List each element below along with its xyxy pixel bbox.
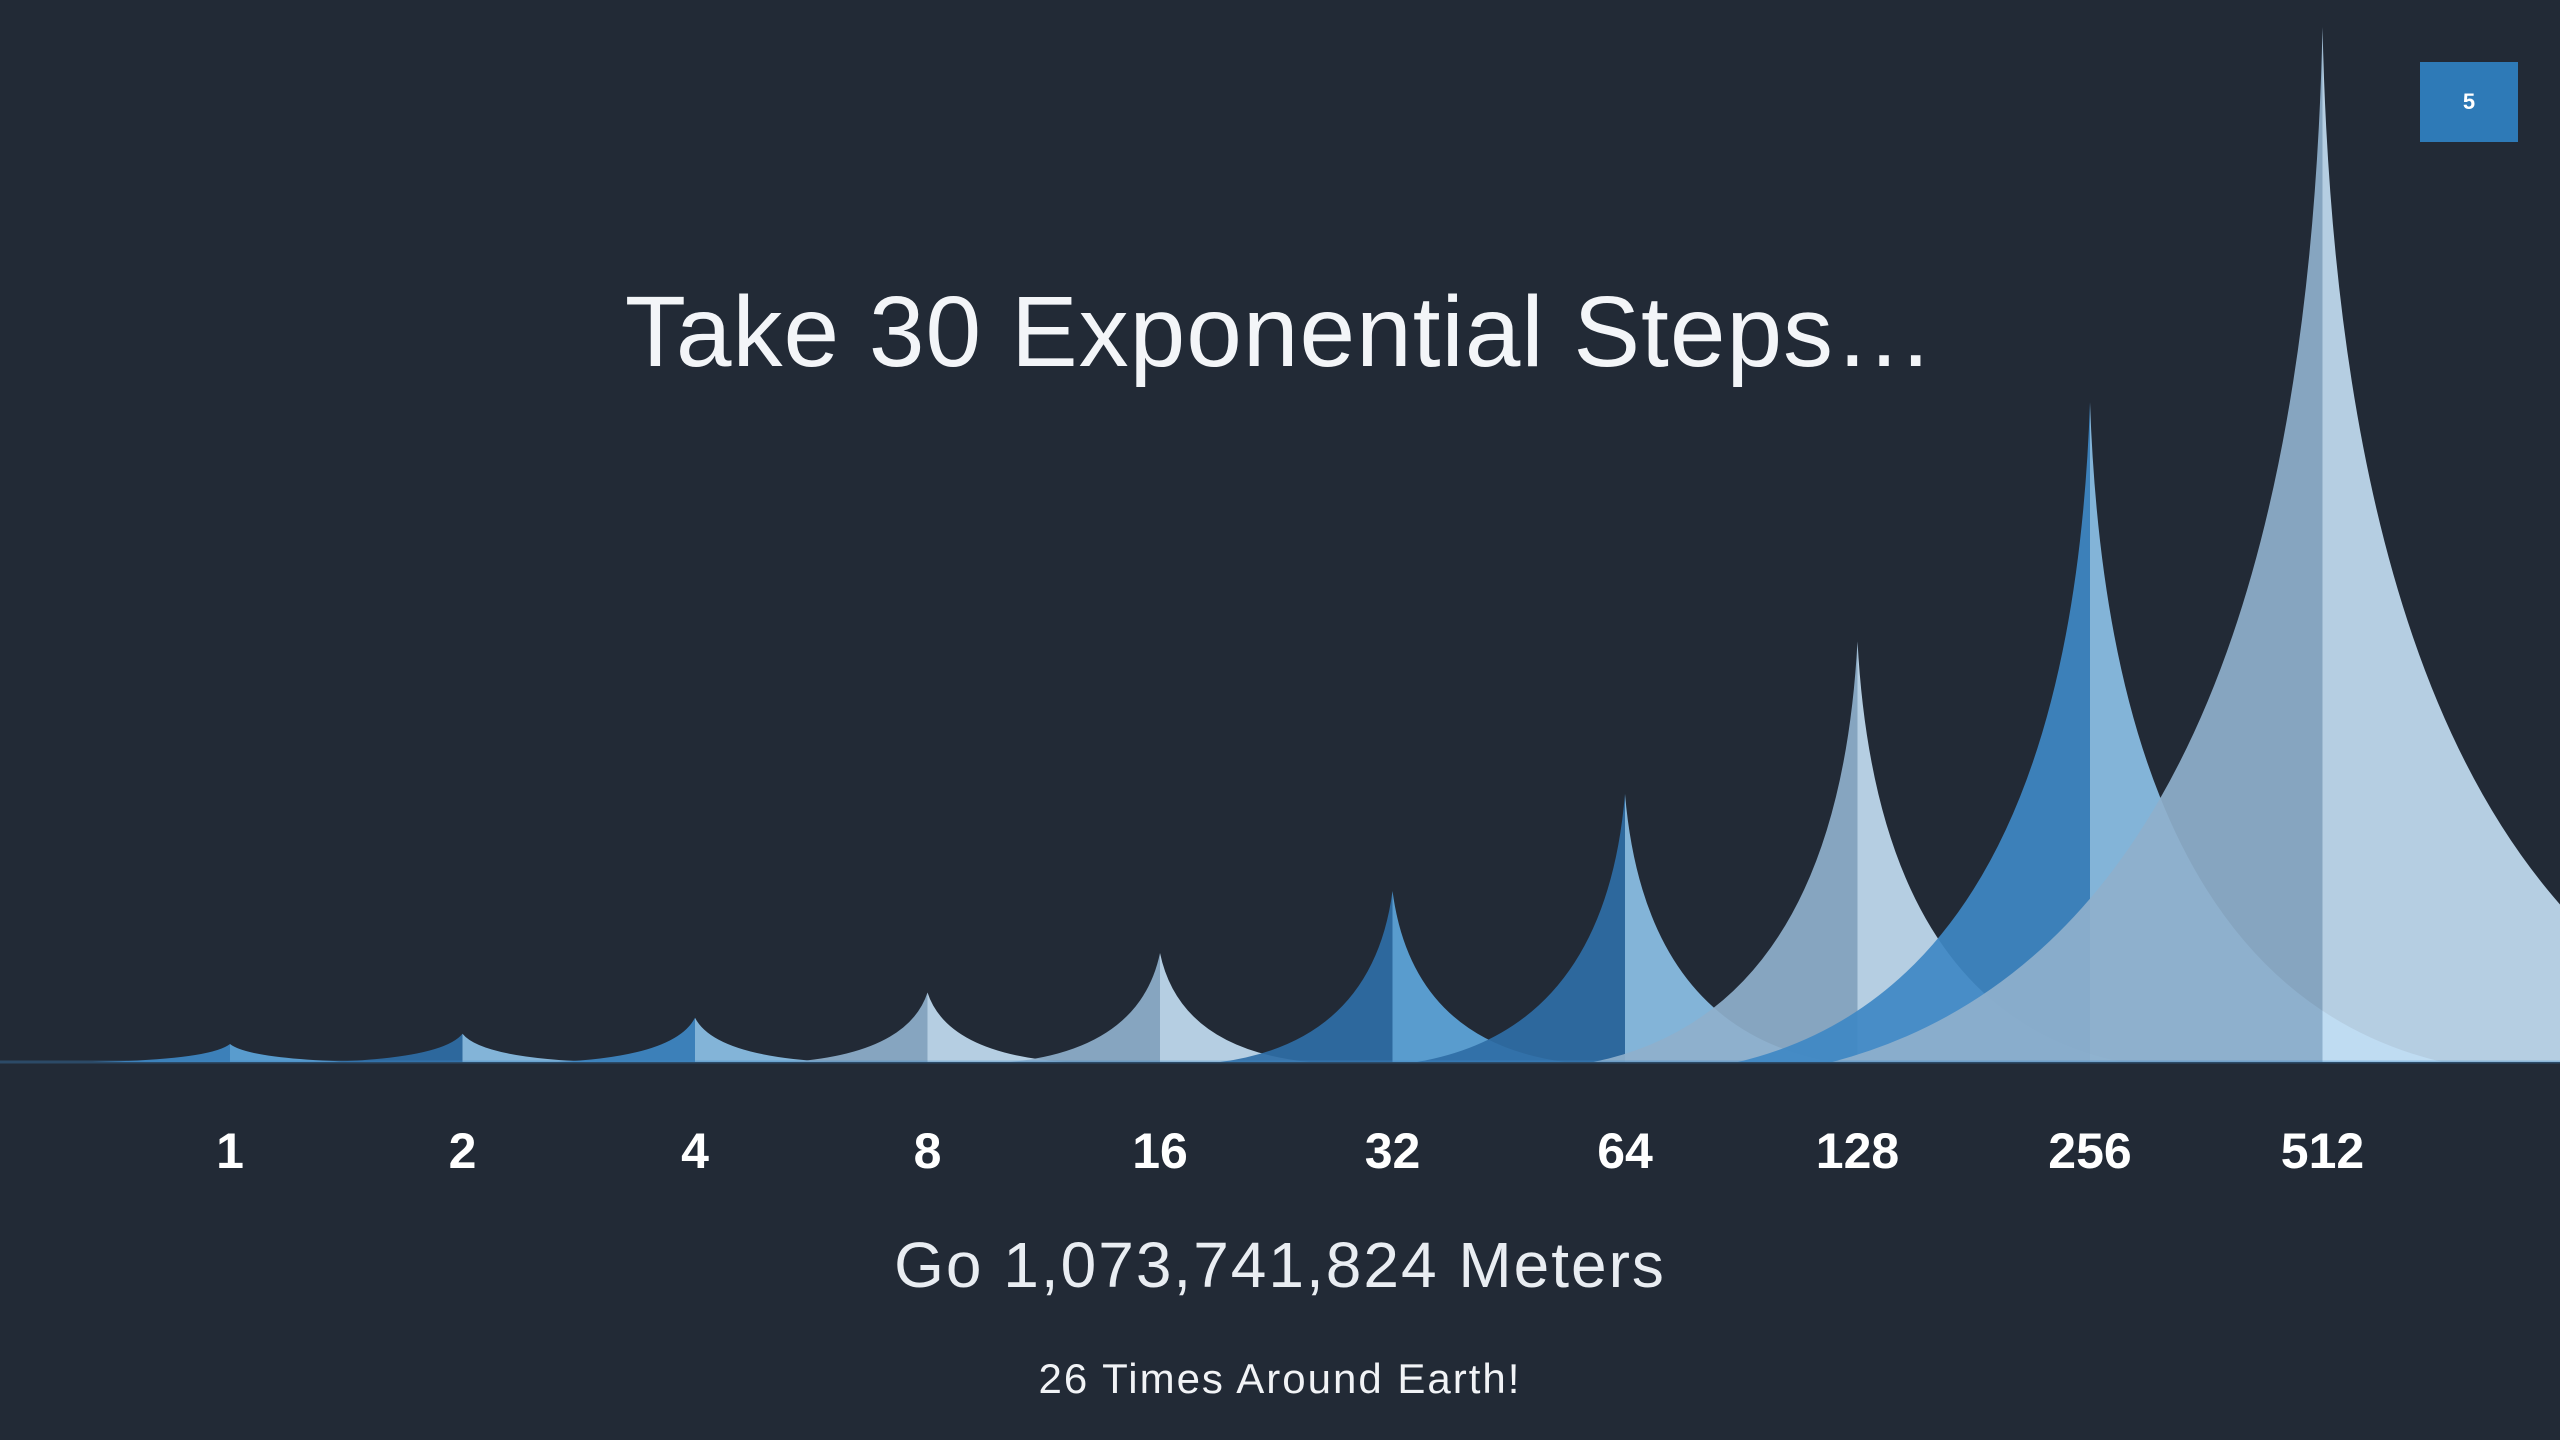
- step-label-256: 256: [2048, 1123, 2132, 1179]
- step-label-8: 8: [913, 1123, 942, 1179]
- peak-1-left: [92, 1044, 230, 1062]
- peak-4-right: [695, 1017, 833, 1062]
- step-label-2: 2: [448, 1123, 477, 1179]
- peak-16-right: [1160, 953, 1310, 1062]
- peak-8-right: [927, 992, 1066, 1062]
- peak-32-left: [1220, 891, 1393, 1062]
- peak-2-right: [462, 1033, 601, 1062]
- peak-256-left: [1737, 402, 2090, 1062]
- peak-32-right: [1392, 891, 1565, 1062]
- step-label-128: 128: [1815, 1123, 1900, 1179]
- peak-128-left: [1593, 641, 1858, 1062]
- peaks-group: [0, 27, 2560, 1064]
- peak-512-left: [1832, 27, 2323, 1062]
- peak-512-right: [2322, 27, 2560, 1062]
- peak-64-right: [1625, 793, 1833, 1062]
- step-label-512: 512: [2280, 1123, 2365, 1179]
- peak-2-left: [324, 1033, 463, 1062]
- slide-title: Take 30 Exponential Steps…: [624, 276, 1936, 388]
- result-text: Go 1,073,741,824 Meters: [894, 1229, 1666, 1301]
- step-label-64: 64: [1597, 1123, 1653, 1179]
- peak-4-left: [557, 1017, 695, 1062]
- step-label-16: 16: [1132, 1123, 1188, 1179]
- peak-1-right: [230, 1044, 368, 1062]
- step-label-1: 1: [216, 1123, 244, 1179]
- peak-8-left: [789, 992, 928, 1062]
- step-label-4: 4: [681, 1123, 709, 1179]
- page-number: 5: [2462, 89, 2476, 114]
- peak-16-left: [1010, 953, 1160, 1062]
- page-number-badge: 5: [2420, 62, 2518, 142]
- earth-note: 26 Times Around Earth!: [1038, 1355, 1522, 1402]
- step-label-32: 32: [1364, 1123, 1421, 1179]
- peak-64-left: [1417, 793, 1625, 1062]
